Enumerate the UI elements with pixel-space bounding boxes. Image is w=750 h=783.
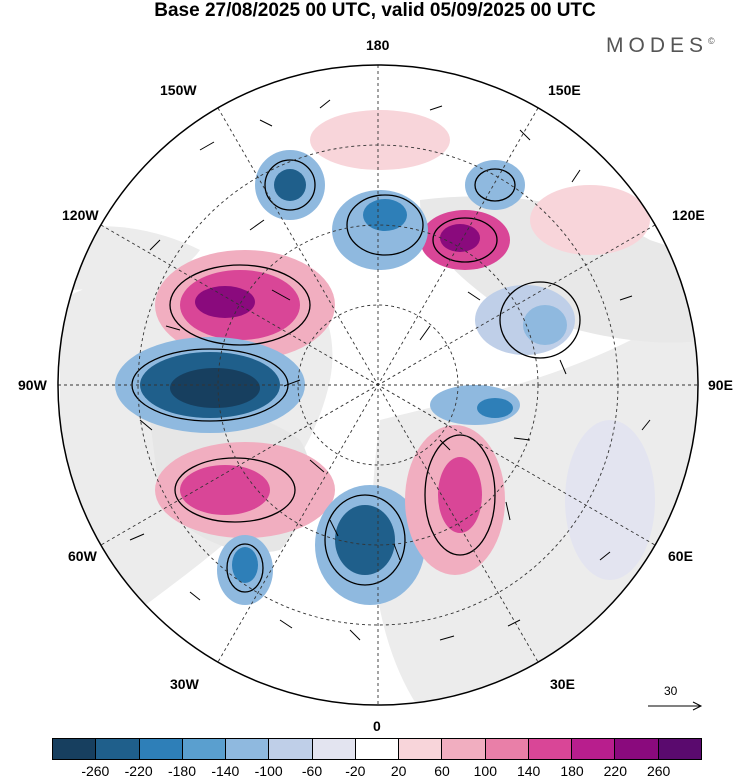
colorbar-tick-label: 140 bbox=[516, 763, 541, 779]
colorbar-ticks: -260 -220 -180 -140 -100 -60 -20 20 60 100 140 180 2… bbox=[52, 763, 702, 781]
positive-anomaly-labrador-core bbox=[180, 465, 270, 515]
colorbar-tick-label: -180 bbox=[167, 763, 197, 779]
negative-anomaly-laptev-core bbox=[523, 305, 567, 345]
longitude-label-90w: 90W bbox=[18, 377, 47, 393]
colorbar-tick-label: -220 bbox=[124, 763, 153, 779]
colorbar-segment bbox=[312, 739, 356, 759]
positive-anomaly-scandinavia-core bbox=[438, 457, 482, 533]
map-title: Base 27/08/2025 00 UTC, valid 05/09/2025… bbox=[154, 0, 596, 21]
colorbar-segment bbox=[658, 739, 701, 759]
longitude-label-120w: 120W bbox=[62, 207, 99, 223]
colorbar-tick-label: -260 bbox=[81, 763, 110, 779]
longitude-label-150e: 150E bbox=[548, 82, 581, 98]
reference-vector-value: 30 bbox=[664, 684, 678, 698]
positive-anomaly-alaska-max bbox=[195, 286, 255, 318]
wind-vectors bbox=[129, 99, 651, 641]
colorbar-tick-label: -140 bbox=[211, 763, 240, 779]
negative-anomaly-chukchi-core bbox=[363, 199, 407, 231]
colorbar-segment bbox=[399, 739, 443, 759]
negative-anomaly-iceland-core bbox=[335, 505, 395, 575]
reference-vector-arrow bbox=[648, 701, 703, 711]
colorbar-tick-label: -100 bbox=[254, 763, 283, 779]
modes-logo: MODES© bbox=[606, 34, 715, 57]
longitude-label-150w: 150W bbox=[160, 82, 197, 98]
negative-anomaly-bering-core bbox=[274, 169, 306, 201]
graticule bbox=[58, 65, 698, 705]
land-alaska bbox=[60, 226, 200, 290]
colorbar-tick-label: 20 bbox=[390, 763, 407, 779]
longitude-label-60w: 60W bbox=[68, 548, 97, 564]
colorbar-tick-label: -60 bbox=[301, 763, 323, 779]
colorbar-segment bbox=[269, 739, 313, 759]
map-boundary bbox=[57, 64, 699, 706]
negative-anomaly-kara-core bbox=[477, 398, 513, 418]
colorbar-tick-label: 220 bbox=[603, 763, 628, 779]
negative-anomaly-central-asia bbox=[565, 420, 655, 580]
longitude-label-180: 180 bbox=[366, 37, 390, 53]
colorbar-segment bbox=[139, 739, 183, 759]
longitude-label-60e: 60E bbox=[668, 548, 693, 564]
negative-anomaly-canada-max bbox=[170, 368, 260, 408]
positive-anomaly-asia bbox=[530, 185, 650, 255]
positive-anomaly-east-siberia-core bbox=[440, 224, 480, 252]
map-disc bbox=[58, 65, 698, 705]
colorbar-segment bbox=[442, 739, 486, 759]
longitude-label-90e: 90E bbox=[708, 377, 733, 393]
colorbar-segment bbox=[528, 739, 573, 759]
colorbar-tick-label: 180 bbox=[560, 763, 584, 779]
colorbar-segment bbox=[96, 739, 140, 759]
negative-anomaly-atlantic-core bbox=[232, 547, 258, 583]
colorbar bbox=[52, 738, 702, 760]
colorbar-tick-label: 260 bbox=[646, 763, 671, 779]
colorbar-segment bbox=[355, 739, 400, 759]
longitude-label-120e: 120E bbox=[672, 207, 705, 223]
colorbar-segment bbox=[226, 739, 270, 759]
colorbar-tick-label: -20 bbox=[345, 763, 366, 779]
colorbar-segment bbox=[182, 739, 227, 759]
colorbar-segment bbox=[615, 739, 659, 759]
longitude-label-0: 0 bbox=[373, 718, 381, 734]
positive-anomaly-pacific bbox=[310, 110, 450, 170]
colorbar-tick-label: 100 bbox=[473, 763, 498, 779]
longitude-label-30e: 30E bbox=[550, 676, 575, 692]
longitude-label-30w: 30W bbox=[170, 676, 199, 692]
colorbar-segment bbox=[572, 739, 616, 759]
colorbar-segment bbox=[53, 739, 97, 759]
negative-anomaly-okhotsk bbox=[465, 160, 525, 210]
colorbar-segment bbox=[485, 739, 529, 759]
colorbar-tick-label: 60 bbox=[434, 763, 450, 779]
